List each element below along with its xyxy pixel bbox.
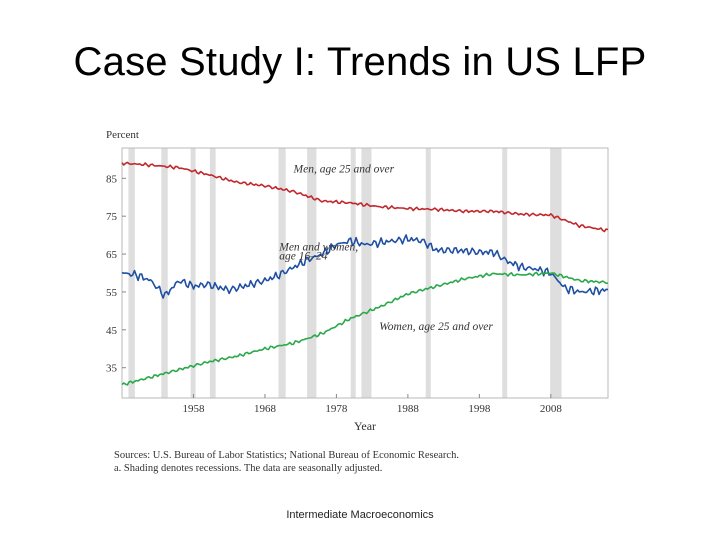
- x-tick-label: 2008: [540, 403, 563, 415]
- y-tick-label: 55: [106, 287, 118, 299]
- series-lines: [121, 161, 609, 386]
- series-annotations: Men, age 25 and over Men and women,age 16…: [278, 164, 493, 333]
- recession-band: [278, 148, 286, 398]
- x-tick-label: 1998: [468, 403, 491, 415]
- slide-title: Case Study I: Trends in US LFP: [73, 40, 647, 84]
- series-line-2: [121, 234, 609, 299]
- lfp-chart: 35 45 55 65 75 85 1958 1968 1978 1988 1998 2008 Me…: [100, 120, 620, 480]
- y-tick-label: 85: [106, 173, 118, 185]
- recession-note: a. Shading denotes recessions. The data …: [114, 463, 383, 474]
- x-axis-label: Year: [354, 419, 376, 433]
- series-annotation: Men and women,: [278, 241, 358, 253]
- y-tick-label: 65: [106, 249, 118, 261]
- y-tick-label: 45: [106, 325, 118, 337]
- series-annotation: Women, age 25 and over: [379, 321, 493, 333]
- x-tick-label: 1988: [397, 403, 420, 415]
- sources-line: Sources: U.S. Bureau of Labor Statistics…: [114, 450, 459, 461]
- recession-band: [128, 148, 135, 398]
- y-axis-label: Percent: [106, 129, 139, 141]
- chart-svg: 35 45 55 65 75 85 1958 1968 1978 1988 1998 2008 Me…: [106, 129, 609, 433]
- slide-footer: Intermediate Macroeconomics: [286, 509, 434, 521]
- x-tick-label: 1978: [325, 403, 348, 415]
- recession-band: [190, 148, 196, 398]
- recession-band: [350, 148, 356, 398]
- series-line-1: [121, 161, 609, 233]
- series-annotation: age 16–24: [279, 251, 327, 263]
- series-annotation: Men, age 25 and over: [293, 164, 395, 176]
- recession-shading: [128, 148, 562, 398]
- recession-band: [307, 148, 317, 398]
- x-tick-label: 1958: [182, 403, 205, 415]
- y-tick-label: 35: [106, 363, 118, 375]
- x-tick-label: 1968: [254, 403, 276, 415]
- sources-note: Sources: U.S. Bureau of Labor Statistics…: [114, 449, 534, 475]
- y-axis-ticks: 35 45 55 65 75 85: [106, 173, 126, 375]
- y-tick-label: 75: [106, 211, 118, 223]
- recession-band: [161, 148, 168, 398]
- recession-band: [209, 148, 216, 398]
- series-line-3: [121, 271, 609, 386]
- x-axis-ticks: 1958 1968 1978 1988 1998 2008: [182, 394, 562, 415]
- recession-band: [361, 148, 372, 398]
- recession-band: [550, 148, 562, 398]
- recession-band: [425, 148, 431, 398]
